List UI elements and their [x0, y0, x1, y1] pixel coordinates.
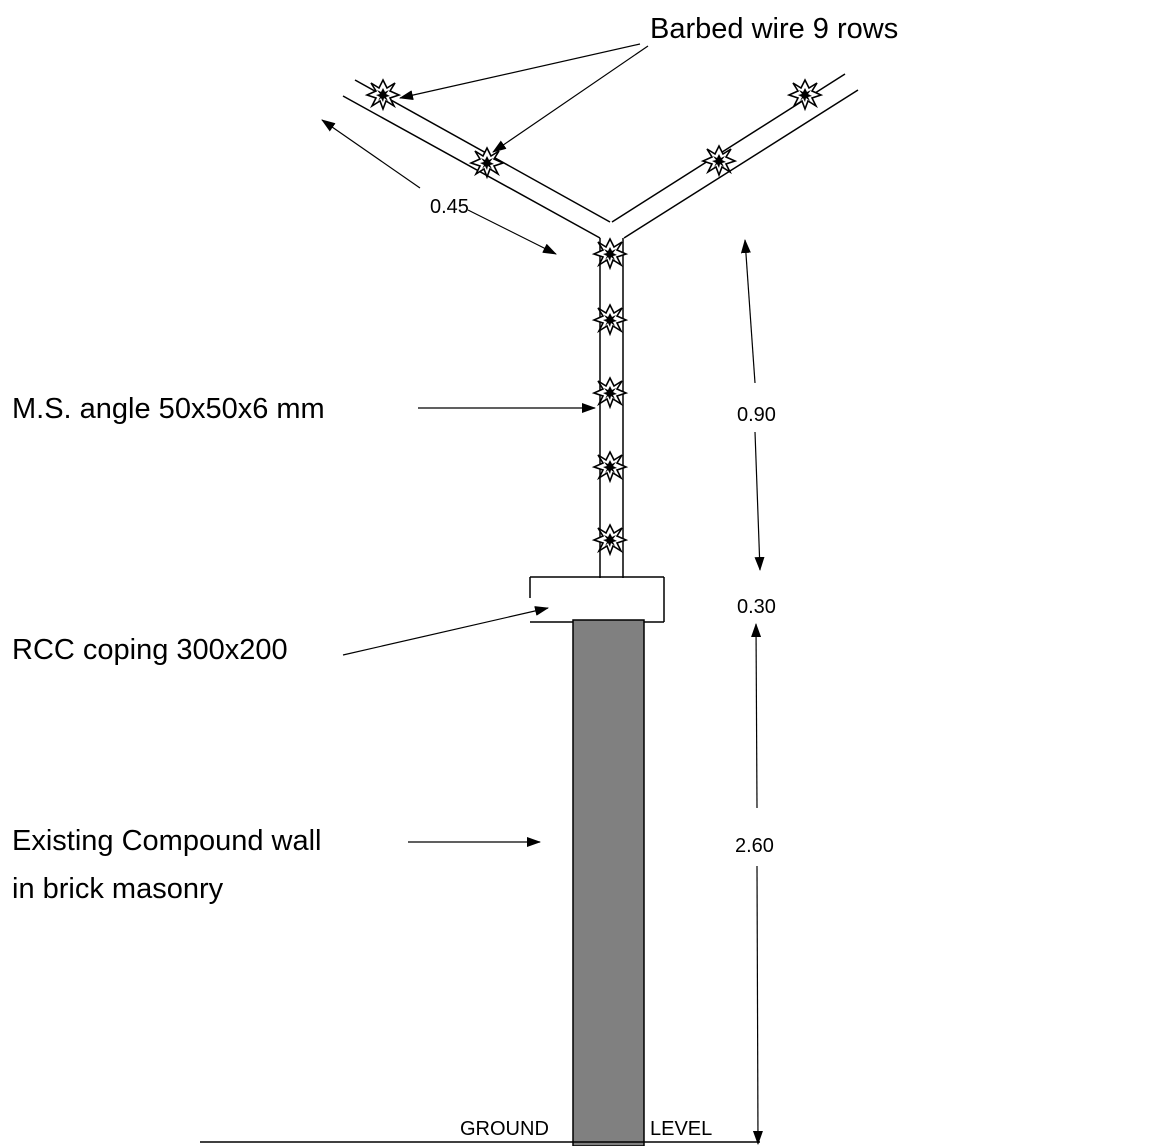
rcc-coping-label: RCC coping 300x200	[12, 634, 288, 666]
coping-height-dimension: 0.30	[737, 596, 776, 618]
compound-wall	[572, 619, 645, 1146]
wall-label-line1: Existing Compound wall	[12, 825, 321, 857]
ms-angle-post	[599, 238, 624, 578]
dimension-arrows	[321, 119, 765, 1145]
ground-label: GROUND	[460, 1118, 549, 1140]
leader-arrows	[342, 43, 649, 847]
ms-angle-label: M.S. angle 50x50x6 mm	[12, 393, 325, 425]
level-label: LEVEL	[650, 1118, 712, 1140]
barbed-wire-star-icon	[593, 524, 627, 555]
barbed-wire-star-icon	[702, 145, 736, 176]
barbed-wire-star-icon	[593, 238, 627, 269]
barbed-wire-star-icon	[366, 79, 400, 110]
barbed-wire-star-icon	[470, 147, 504, 178]
y-frame-arms	[342, 73, 859, 239]
wall-height-dimension: 2.60	[735, 835, 774, 857]
arm-length-dimension: 0.45	[430, 196, 469, 218]
barbed-wire-label: Barbed wire 9 rows	[650, 13, 898, 45]
post-height-dimension: 0.90	[737, 404, 776, 426]
barbed-wire-star-icon	[593, 377, 627, 408]
wall-label-line2: in brick masonry	[12, 873, 224, 905]
barbed-wire-rows	[366, 79, 822, 555]
barbed-wire-star-icon	[788, 79, 822, 110]
barbed-wire-star-icon	[593, 304, 627, 335]
rcc-coping	[529, 576, 665, 623]
barbed-wire-star-icon	[593, 451, 627, 482]
